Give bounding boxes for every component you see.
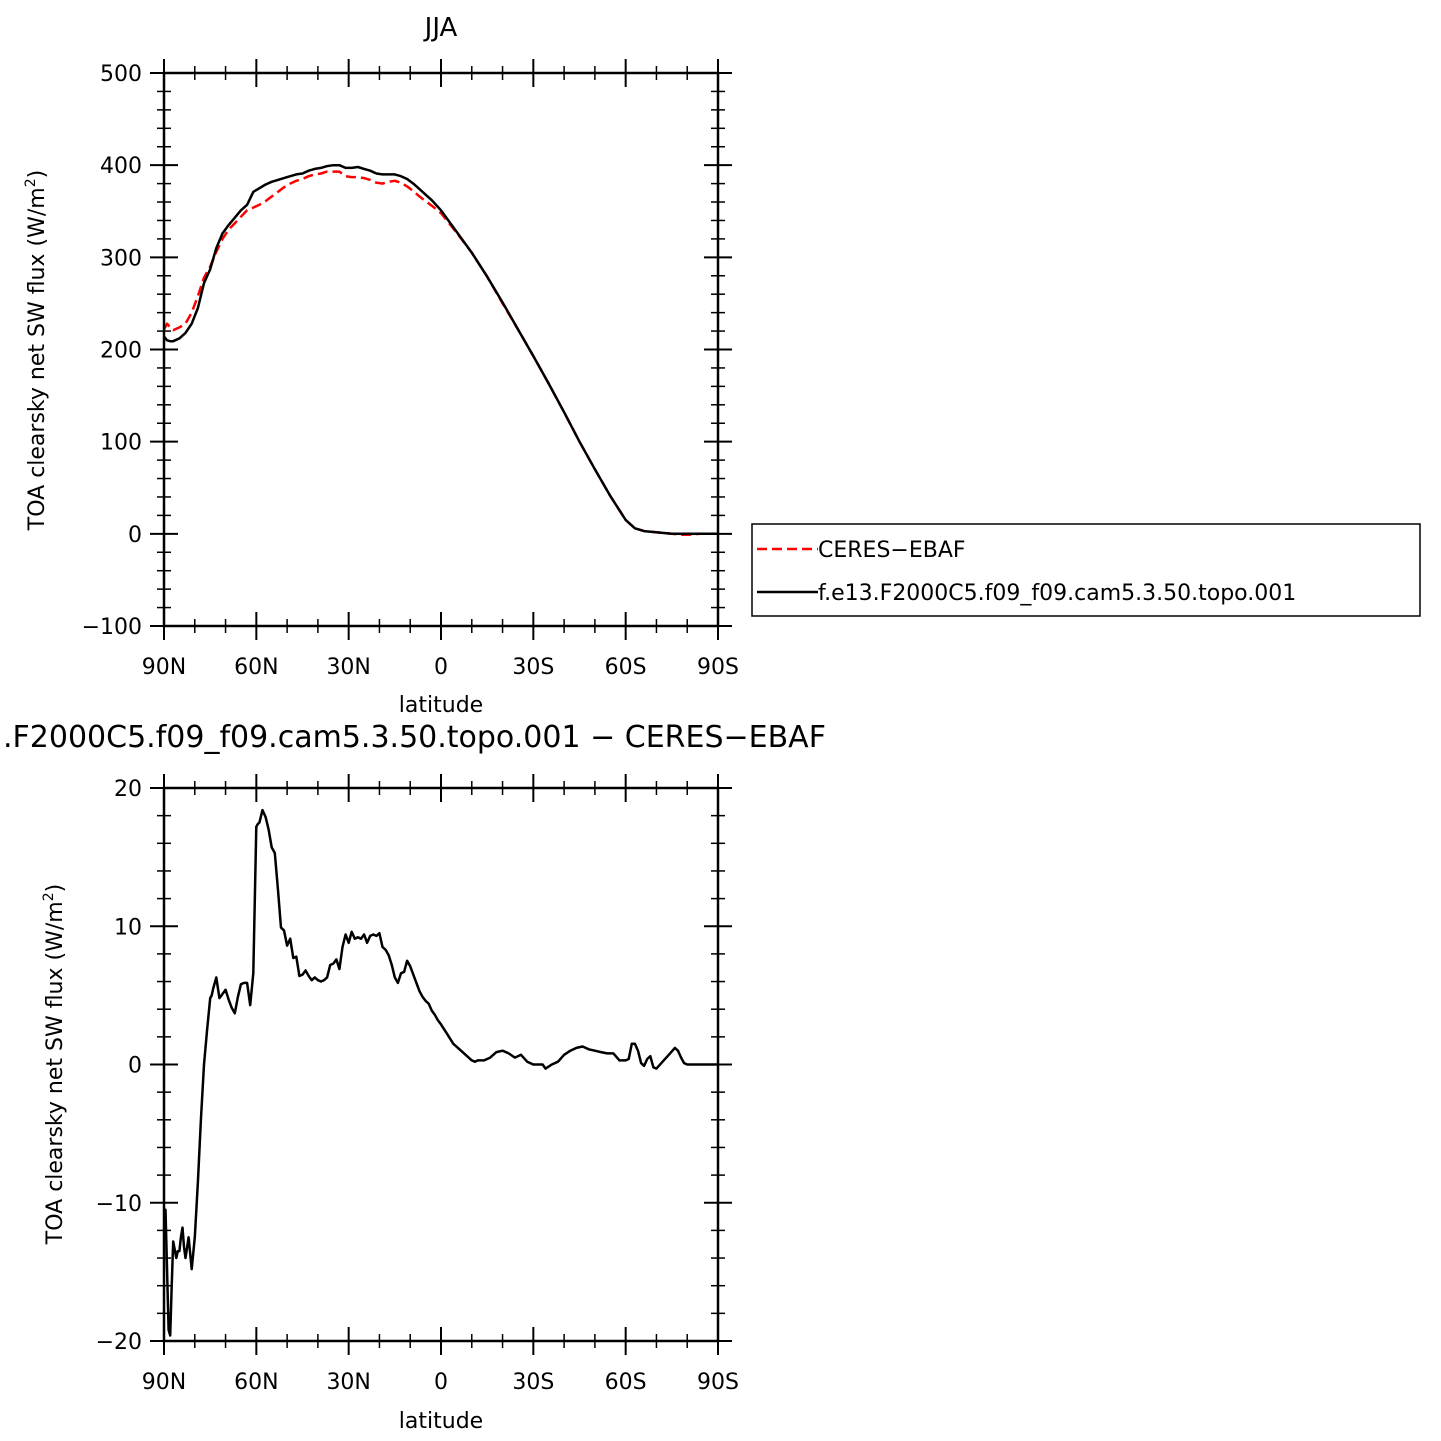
top-x-axis-label: latitude bbox=[399, 693, 483, 718]
x-tick-label: 90S bbox=[697, 1370, 739, 1395]
x-tick-label: 0 bbox=[434, 655, 448, 680]
bottom-x-axis-label: latitude bbox=[399, 1409, 483, 1434]
y-tick-label: 400 bbox=[100, 154, 142, 179]
y-tick-label: −10 bbox=[96, 1192, 142, 1217]
top-y-tick-labels: −100 0 100 200 300 400 500 bbox=[82, 62, 142, 640]
y-tick-label: −20 bbox=[96, 1330, 142, 1355]
y-tick-label: 100 bbox=[100, 431, 142, 456]
top-axis-ticks bbox=[150, 59, 732, 640]
bottom-plot-frame bbox=[162, 786, 720, 1343]
bottom-panel: .F2000C5.f09_f09.cam5.3.50.topo.001 − CE… bbox=[3, 720, 826, 1434]
y-tick-label: 200 bbox=[100, 339, 142, 364]
top-x-tick-labels: 90N 60N 30N 0 30S 60S 90S bbox=[142, 655, 739, 680]
x-tick-label: 30S bbox=[512, 655, 554, 680]
series-line-difference bbox=[162, 808, 718, 1337]
x-tick-label: 90S bbox=[697, 655, 739, 680]
x-tick-label: 60N bbox=[234, 655, 278, 680]
x-tick-label: 60N bbox=[234, 1370, 278, 1395]
x-tick-label: 30S bbox=[512, 1370, 554, 1395]
y-tick-label: 0 bbox=[128, 1054, 142, 1079]
top-panel: JJA −100 0 100 200 300 400 500 90N 60N 30N 0 30S 60… bbox=[23, 13, 1421, 718]
top-chart-title: JJA bbox=[423, 13, 458, 43]
x-tick-label: 90N bbox=[142, 1370, 186, 1395]
bottom-x-tick-labels: 90N 60N 30N 0 30S 60S 90S bbox=[142, 1370, 739, 1395]
series-line-model bbox=[163, 163, 718, 536]
x-tick-label: 0 bbox=[434, 1370, 448, 1395]
series-line-ceres-ebaf bbox=[162, 170, 718, 537]
bottom-y-tick-labels: −20 −10 0 10 20 bbox=[96, 777, 142, 1355]
bottom-y-axis-label: TOA clearsky net SW flux (W/m2) bbox=[41, 884, 68, 1245]
bottom-axis-ticks bbox=[150, 774, 732, 1355]
x-tick-label: 60S bbox=[605, 655, 647, 680]
x-tick-label: 30N bbox=[326, 1370, 370, 1395]
y-tick-label: 0 bbox=[128, 523, 142, 548]
top-series-group bbox=[162, 163, 718, 537]
x-tick-label: 60S bbox=[605, 1370, 647, 1395]
y-tick-label: −100 bbox=[82, 615, 142, 640]
top-plot-area bbox=[162, 71, 720, 628]
y-tick-label: 20 bbox=[114, 777, 142, 802]
bottom-plot-area bbox=[162, 786, 720, 1343]
y-tick-label: 10 bbox=[114, 915, 142, 940]
legend-box bbox=[751, 523, 1421, 617]
legend: CERES−EBAF f.e13.F2000C5.f09_f09.cam5.3.… bbox=[751, 523, 1421, 617]
bottom-series-group bbox=[162, 808, 718, 1337]
x-tick-label: 90N bbox=[142, 655, 186, 680]
y-tick-label: 300 bbox=[100, 246, 142, 271]
legend-label-model: f.e13.F2000C5.f09_f09.cam5.3.50.topo.001 bbox=[818, 581, 1296, 606]
legend-label-ceres: CERES−EBAF bbox=[818, 538, 966, 563]
top-plot-frame bbox=[162, 71, 720, 628]
bottom-chart-title: .F2000C5.f09_f09.cam5.3.50.topo.001 − CE… bbox=[3, 720, 826, 755]
y-tick-label: 500 bbox=[100, 62, 142, 87]
x-tick-label: 30N bbox=[326, 655, 370, 680]
top-y-axis-label: TOA clearsky net SW flux (W/m2) bbox=[23, 170, 50, 531]
